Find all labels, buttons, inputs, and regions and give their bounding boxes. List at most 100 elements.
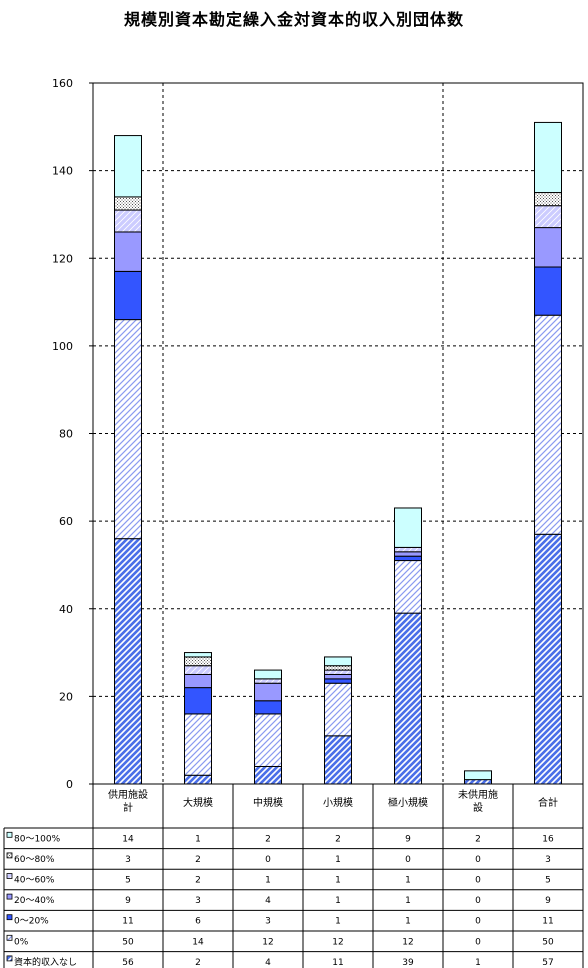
table-cell-value: 1 bbox=[405, 917, 411, 927]
table-cell-value: 0 bbox=[265, 855, 271, 865]
table-cell-value: 0 bbox=[475, 937, 481, 947]
table-cell-value: 11 bbox=[122, 917, 133, 927]
bar-segment bbox=[394, 560, 422, 614]
table-cell-value: 14 bbox=[122, 834, 134, 844]
bar-segment bbox=[464, 779, 492, 785]
table-cell-value: 3 bbox=[265, 917, 271, 927]
bar-segment bbox=[254, 765, 282, 785]
bar-segment bbox=[184, 774, 212, 785]
y-tick-label: 100 bbox=[52, 340, 73, 353]
bar-segment bbox=[114, 270, 142, 321]
category-label: 極小規模 bbox=[388, 796, 428, 809]
table-cell-value: 2 bbox=[335, 834, 341, 844]
bar-segment bbox=[114, 538, 142, 785]
table-cell-value: 1 bbox=[335, 917, 341, 927]
table-cell-value: 11 bbox=[332, 958, 343, 968]
table-cell-value: 2 bbox=[195, 958, 201, 968]
bar-segment bbox=[324, 669, 352, 675]
y-tick-label: 160 bbox=[52, 77, 73, 90]
table-cell-value: 57 bbox=[542, 958, 553, 968]
bar-segment bbox=[254, 678, 282, 684]
table-cell-value: 14 bbox=[192, 937, 204, 947]
table-cell-value: 0 bbox=[475, 876, 481, 886]
table-cell-value: 16 bbox=[542, 834, 554, 844]
bar-segment bbox=[254, 669, 282, 680]
bar-segment bbox=[324, 656, 352, 667]
bar-segment bbox=[324, 678, 352, 684]
bar-segment bbox=[114, 209, 142, 233]
bar-segment bbox=[324, 682, 352, 737]
table-cell-value: 0 bbox=[405, 855, 411, 865]
y-tick-label: 80 bbox=[59, 428, 73, 441]
legend-label: 80～100% bbox=[14, 834, 61, 844]
legend-label: 40～60% bbox=[14, 876, 55, 886]
bar-segment bbox=[184, 656, 212, 667]
bar-segment bbox=[324, 665, 352, 671]
category-label: 大規模 bbox=[183, 796, 213, 809]
table-cell-value: 2 bbox=[195, 876, 201, 886]
y-tick-label: 40 bbox=[59, 603, 73, 616]
legend-key bbox=[6, 852, 13, 859]
legend-key bbox=[6, 831, 13, 838]
y-tick-label: 140 bbox=[52, 165, 73, 178]
bar-segment bbox=[394, 551, 422, 557]
table-cell-value: 6 bbox=[195, 917, 201, 927]
bar-segment bbox=[114, 196, 142, 211]
bar-segment bbox=[254, 682, 282, 702]
bar-segment bbox=[534, 227, 562, 268]
category-label: 小規模 bbox=[323, 797, 353, 809]
table-cell-value: 0 bbox=[475, 896, 481, 906]
legend-label: 60～80% bbox=[14, 855, 55, 865]
table-cell-value: 0 bbox=[475, 917, 481, 927]
table-cell-value: 2 bbox=[195, 855, 201, 865]
bar-segment bbox=[394, 507, 422, 548]
bar-segment bbox=[394, 612, 422, 785]
table-cell-value: 1 bbox=[405, 896, 411, 906]
legend-key bbox=[6, 955, 13, 962]
bar-segment bbox=[534, 266, 562, 316]
y-tick-label: 120 bbox=[52, 252, 73, 265]
table-cell-value: 9 bbox=[125, 896, 131, 906]
table-cell-value: 12 bbox=[262, 937, 273, 947]
bar-segment bbox=[324, 735, 352, 785]
bar-segment bbox=[114, 135, 142, 198]
bar-segment bbox=[254, 713, 282, 767]
table-cell-value: 5 bbox=[125, 876, 131, 886]
category-label: 未供用施 bbox=[458, 788, 498, 801]
bar-segment bbox=[534, 192, 562, 207]
legend-key bbox=[6, 934, 13, 941]
bar-segment bbox=[534, 314, 562, 535]
bar-segment bbox=[394, 555, 422, 562]
bar-segment bbox=[184, 673, 212, 689]
table-cell-value: 50 bbox=[122, 937, 134, 947]
table-cell-value: 4 bbox=[265, 958, 271, 968]
legend-key bbox=[6, 893, 13, 900]
table-cell-value: 56 bbox=[122, 958, 134, 968]
table-cell-value: 1 bbox=[335, 896, 341, 906]
table-cell-value: 1 bbox=[475, 958, 481, 968]
y-tick-label: 60 bbox=[59, 515, 73, 528]
table-cell-value: 9 bbox=[405, 834, 411, 844]
bar-segment bbox=[184, 652, 212, 658]
category-label: 中規模 bbox=[253, 796, 283, 809]
table-cell-value: 9 bbox=[545, 896, 551, 906]
chart-title: 規模別資本勘定繰入金対資本的収入別団体数 bbox=[123, 10, 464, 29]
category-label: 合計 bbox=[538, 796, 558, 809]
table-cell-value: 3 bbox=[195, 896, 201, 906]
table-cell-value: 50 bbox=[542, 937, 554, 947]
table-cell-value: 1 bbox=[195, 834, 201, 844]
table-cell-value: 1 bbox=[265, 876, 271, 886]
table-cell-value: 11 bbox=[542, 917, 553, 927]
category-label: 設 bbox=[473, 801, 483, 814]
table-cell-value: 12 bbox=[332, 937, 343, 947]
table-cell-value: 4 bbox=[265, 896, 271, 906]
bar-segment bbox=[534, 121, 562, 194]
y-tick-label: 20 bbox=[59, 690, 73, 703]
bar-segment bbox=[184, 713, 212, 776]
bar-segment bbox=[254, 700, 282, 715]
bar-segment bbox=[464, 770, 492, 781]
bar-segment bbox=[184, 687, 212, 715]
y-tick-label: 0 bbox=[66, 778, 73, 791]
bar-segment bbox=[114, 231, 142, 272]
table-cell-value: 3 bbox=[125, 855, 131, 865]
